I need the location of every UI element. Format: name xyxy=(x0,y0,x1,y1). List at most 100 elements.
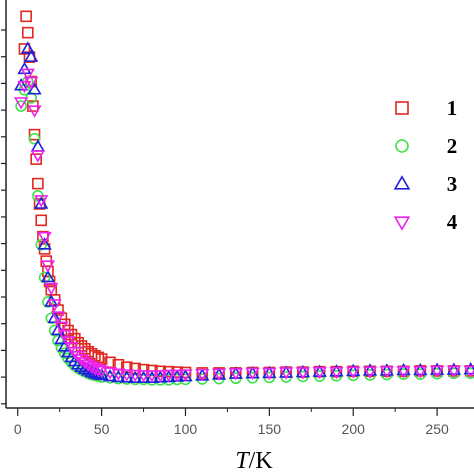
data-point xyxy=(379,366,394,379)
data-point xyxy=(20,68,35,82)
series-4 xyxy=(13,68,474,383)
data-point xyxy=(362,363,378,376)
data-point xyxy=(37,237,52,250)
data-point xyxy=(195,368,210,382)
data-point xyxy=(429,362,445,375)
data-point xyxy=(38,271,51,284)
data-point xyxy=(128,369,143,383)
data-point xyxy=(446,362,462,375)
data-point xyxy=(27,105,42,118)
x-tick-label: 0 xyxy=(14,421,22,437)
data-point xyxy=(95,353,108,365)
data-point xyxy=(178,369,193,382)
x-tick-label: 200 xyxy=(342,421,366,437)
data-point xyxy=(50,311,66,324)
data-point xyxy=(396,362,411,376)
plot-area xyxy=(13,10,474,386)
data-point xyxy=(245,367,260,381)
data-point xyxy=(44,294,59,307)
data-point xyxy=(34,195,49,208)
data-point xyxy=(54,321,69,335)
data-point xyxy=(119,370,134,383)
x-tick-label: 150 xyxy=(258,421,282,437)
data-point xyxy=(68,332,81,345)
data-point xyxy=(89,349,101,362)
data-point xyxy=(211,368,227,381)
series-2 xyxy=(15,75,474,386)
data-point xyxy=(50,322,66,336)
data-point xyxy=(30,150,46,163)
legend-marker-2 xyxy=(395,139,409,153)
data-point xyxy=(413,362,428,376)
data-point xyxy=(91,364,106,377)
data-point xyxy=(102,367,118,380)
x-axis-title-unit: /K xyxy=(249,448,274,474)
data-point xyxy=(161,369,176,383)
data-point xyxy=(92,351,105,364)
data-point xyxy=(262,367,277,381)
data-point xyxy=(346,363,361,377)
data-point xyxy=(102,368,118,382)
data-point xyxy=(35,239,48,251)
data-point xyxy=(22,26,34,39)
data-point xyxy=(13,97,29,110)
data-point xyxy=(52,334,64,347)
data-point xyxy=(58,318,71,331)
data-point xyxy=(30,153,42,165)
data-point xyxy=(153,370,168,383)
data-point xyxy=(128,370,143,384)
data-point xyxy=(329,366,344,380)
data-point xyxy=(30,139,46,152)
data-point xyxy=(57,329,72,343)
legend-label-2: 2 xyxy=(447,134,458,158)
data-point xyxy=(24,76,39,90)
data-point xyxy=(47,299,62,312)
data-point xyxy=(136,370,151,383)
series-3 xyxy=(13,41,474,384)
legend: 1 2 3 4 xyxy=(393,96,458,234)
x-tick-label: 100 xyxy=(174,421,198,437)
data-point xyxy=(81,363,96,376)
data-point xyxy=(413,366,428,379)
series-1 xyxy=(18,10,474,379)
data-point xyxy=(34,196,49,209)
legend-marker-4 xyxy=(393,216,411,231)
data-point xyxy=(65,328,78,341)
axes xyxy=(1,0,474,416)
legend-marker-1 xyxy=(395,101,409,115)
data-point xyxy=(295,367,311,380)
data-point xyxy=(55,341,68,354)
legend-label-1: 1 xyxy=(447,96,458,120)
data-point xyxy=(67,346,82,360)
data-point xyxy=(15,100,27,112)
x-tick-label: 250 xyxy=(425,421,449,437)
data-point xyxy=(446,365,462,379)
data-point xyxy=(32,177,44,190)
data-point xyxy=(111,369,126,383)
data-point xyxy=(144,370,160,383)
data-point xyxy=(278,367,294,380)
data-point xyxy=(40,260,56,273)
data-point xyxy=(20,10,32,23)
data-point xyxy=(13,78,29,91)
data-point xyxy=(70,350,86,364)
data-point xyxy=(24,49,39,62)
data-point xyxy=(17,61,32,75)
data-point xyxy=(379,363,394,376)
data-point xyxy=(28,132,41,145)
data-point xyxy=(169,369,185,383)
x-axis-title: T/K xyxy=(235,448,273,474)
x-tick-labels: 0 50 100 150 200 250 xyxy=(14,421,449,437)
data-point xyxy=(362,366,378,379)
data-point xyxy=(20,41,35,54)
data-point xyxy=(346,366,361,379)
data-point xyxy=(396,366,411,379)
data-point xyxy=(429,365,445,379)
data-point xyxy=(37,231,52,245)
data-point xyxy=(312,366,327,380)
legend-label-3: 3 xyxy=(447,172,458,196)
data-point xyxy=(35,214,48,227)
data-point xyxy=(28,128,41,141)
legend-label-4: 4 xyxy=(447,210,458,234)
data-point xyxy=(40,269,56,283)
